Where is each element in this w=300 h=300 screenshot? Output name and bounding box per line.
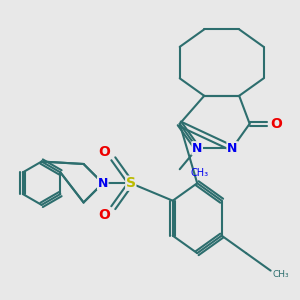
- Text: O: O: [99, 145, 110, 159]
- Text: O: O: [270, 117, 282, 131]
- Text: N: N: [192, 142, 202, 155]
- Text: N: N: [227, 142, 237, 155]
- Text: CH₃: CH₃: [190, 168, 208, 178]
- Text: CH₃: CH₃: [272, 270, 289, 279]
- Text: N: N: [98, 177, 108, 190]
- Text: S: S: [126, 176, 136, 190]
- Text: O: O: [99, 208, 110, 222]
